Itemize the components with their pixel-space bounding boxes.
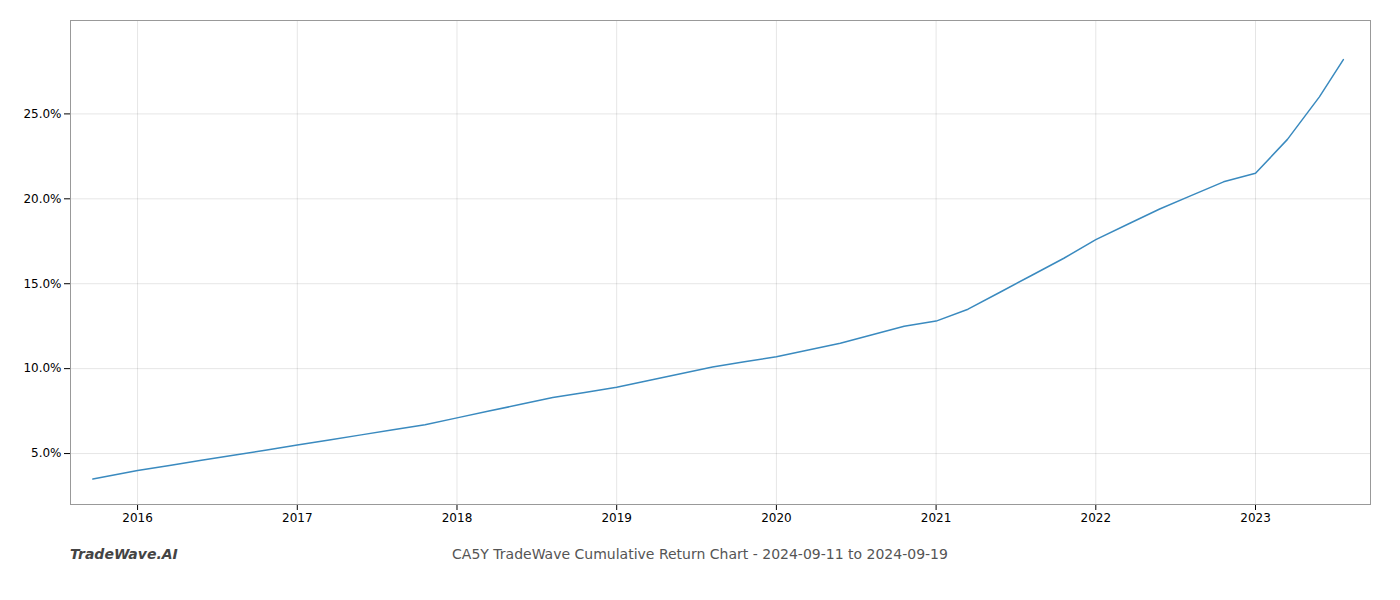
- svg-text:2023: 2023: [1240, 511, 1271, 525]
- svg-text:10.0%: 10.0%: [23, 361, 61, 375]
- html-text:TradeWave.AI: TradeWave.AI: [70, 546, 178, 562]
- svg-text:5.0%: 5.0%: [31, 446, 62, 460]
- svg-text:2021: 2021: [921, 511, 952, 525]
- svg-text:2018: 2018: [442, 511, 473, 525]
- svg-text:2022: 2022: [1081, 511, 1112, 525]
- svg-text:20.0%: 20.0%: [23, 192, 61, 206]
- html-text:CA5Y TradeWave Cumulative Retu: CA5Y TradeWave Cumulative Return Chart -…: [452, 546, 948, 562]
- svg-text:2016: 2016: [122, 511, 153, 525]
- svg-text:2017: 2017: [282, 511, 313, 525]
- svg-text:25.0%: 25.0%: [23, 107, 61, 121]
- svg-text:15.0%: 15.0%: [23, 277, 61, 291]
- svg-text:2019: 2019: [601, 511, 632, 525]
- svg-text:2020: 2020: [761, 511, 792, 525]
